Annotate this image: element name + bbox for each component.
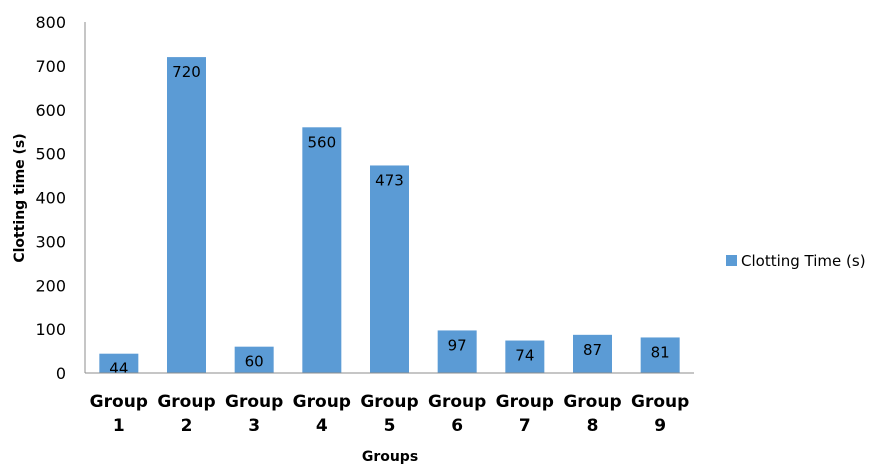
x-tick-label: Group <box>428 392 486 412</box>
data-label: 720 <box>172 63 201 81</box>
x-tick-label: Group <box>360 392 418 412</box>
y-tick-label: 600 <box>35 101 66 120</box>
bar <box>234 346 274 373</box>
x-tick-label: Group <box>563 392 621 412</box>
data-label: 60 <box>245 353 264 371</box>
bar <box>302 127 342 373</box>
bars <box>99 57 680 373</box>
y-tick-label: 100 <box>35 320 66 339</box>
x-tick-label: 3 <box>248 416 260 436</box>
bar <box>573 334 612 373</box>
data-label: 74 <box>515 347 534 365</box>
data-label: 87 <box>583 341 602 359</box>
x-tick-label: 4 <box>316 416 328 436</box>
x-tick-label: Group <box>225 392 283 412</box>
y-tick-labels: 0 100 200 300 400 500 600 700 800 <box>35 13 66 383</box>
y-tick-label: 800 <box>35 13 66 32</box>
x-tick-labels: Group 1 Group 2 Group 3 Group 4 Group 5 Group 6 Grou… <box>90 392 690 436</box>
y-axis-title-group: Clotting time (s) <box>12 133 28 262</box>
data-label: 81 <box>651 343 670 361</box>
x-tick-label: 5 <box>384 416 396 436</box>
data-label: 560 <box>308 133 337 151</box>
bar <box>505 340 545 373</box>
x-tick-label: Group <box>157 392 215 412</box>
data-label: 97 <box>448 336 467 354</box>
bar <box>370 165 409 373</box>
x-tick-label: Group <box>90 392 148 412</box>
x-tick-label: 7 <box>519 416 531 436</box>
data-labels: 44 720 60 560 473 97 74 87 81 <box>109 63 669 378</box>
x-axis-title: Groups <box>362 449 418 464</box>
y-tick-label: 500 <box>35 145 66 164</box>
legend-swatch <box>726 255 737 266</box>
x-tick-label: 2 <box>181 416 193 436</box>
bar <box>437 330 477 373</box>
y-tick-label: 0 <box>56 364 66 383</box>
bar <box>167 57 206 373</box>
x-tick-label: Group <box>631 392 689 412</box>
y-axis-title: Clotting time (s) <box>12 133 28 262</box>
x-tick-label: Group <box>293 392 351 412</box>
x-tick-label: Group <box>496 392 554 412</box>
y-tick-label: 200 <box>35 276 66 295</box>
data-label: 44 <box>109 360 128 378</box>
y-tick-label: 300 <box>35 232 66 251</box>
x-tick-label: 1 <box>113 416 125 436</box>
data-label: 473 <box>375 171 404 189</box>
bar <box>99 353 139 373</box>
bar <box>640 337 680 373</box>
x-tick-label: 8 <box>587 416 599 436</box>
legend-label: Clotting Time (s) <box>741 252 866 270</box>
y-tick-label: 700 <box>35 57 66 76</box>
x-tick-label: 9 <box>654 416 666 436</box>
x-tick-label: 6 <box>451 416 463 436</box>
y-tick-label: 400 <box>35 189 66 208</box>
legend: Clotting Time (s) <box>726 252 866 270</box>
